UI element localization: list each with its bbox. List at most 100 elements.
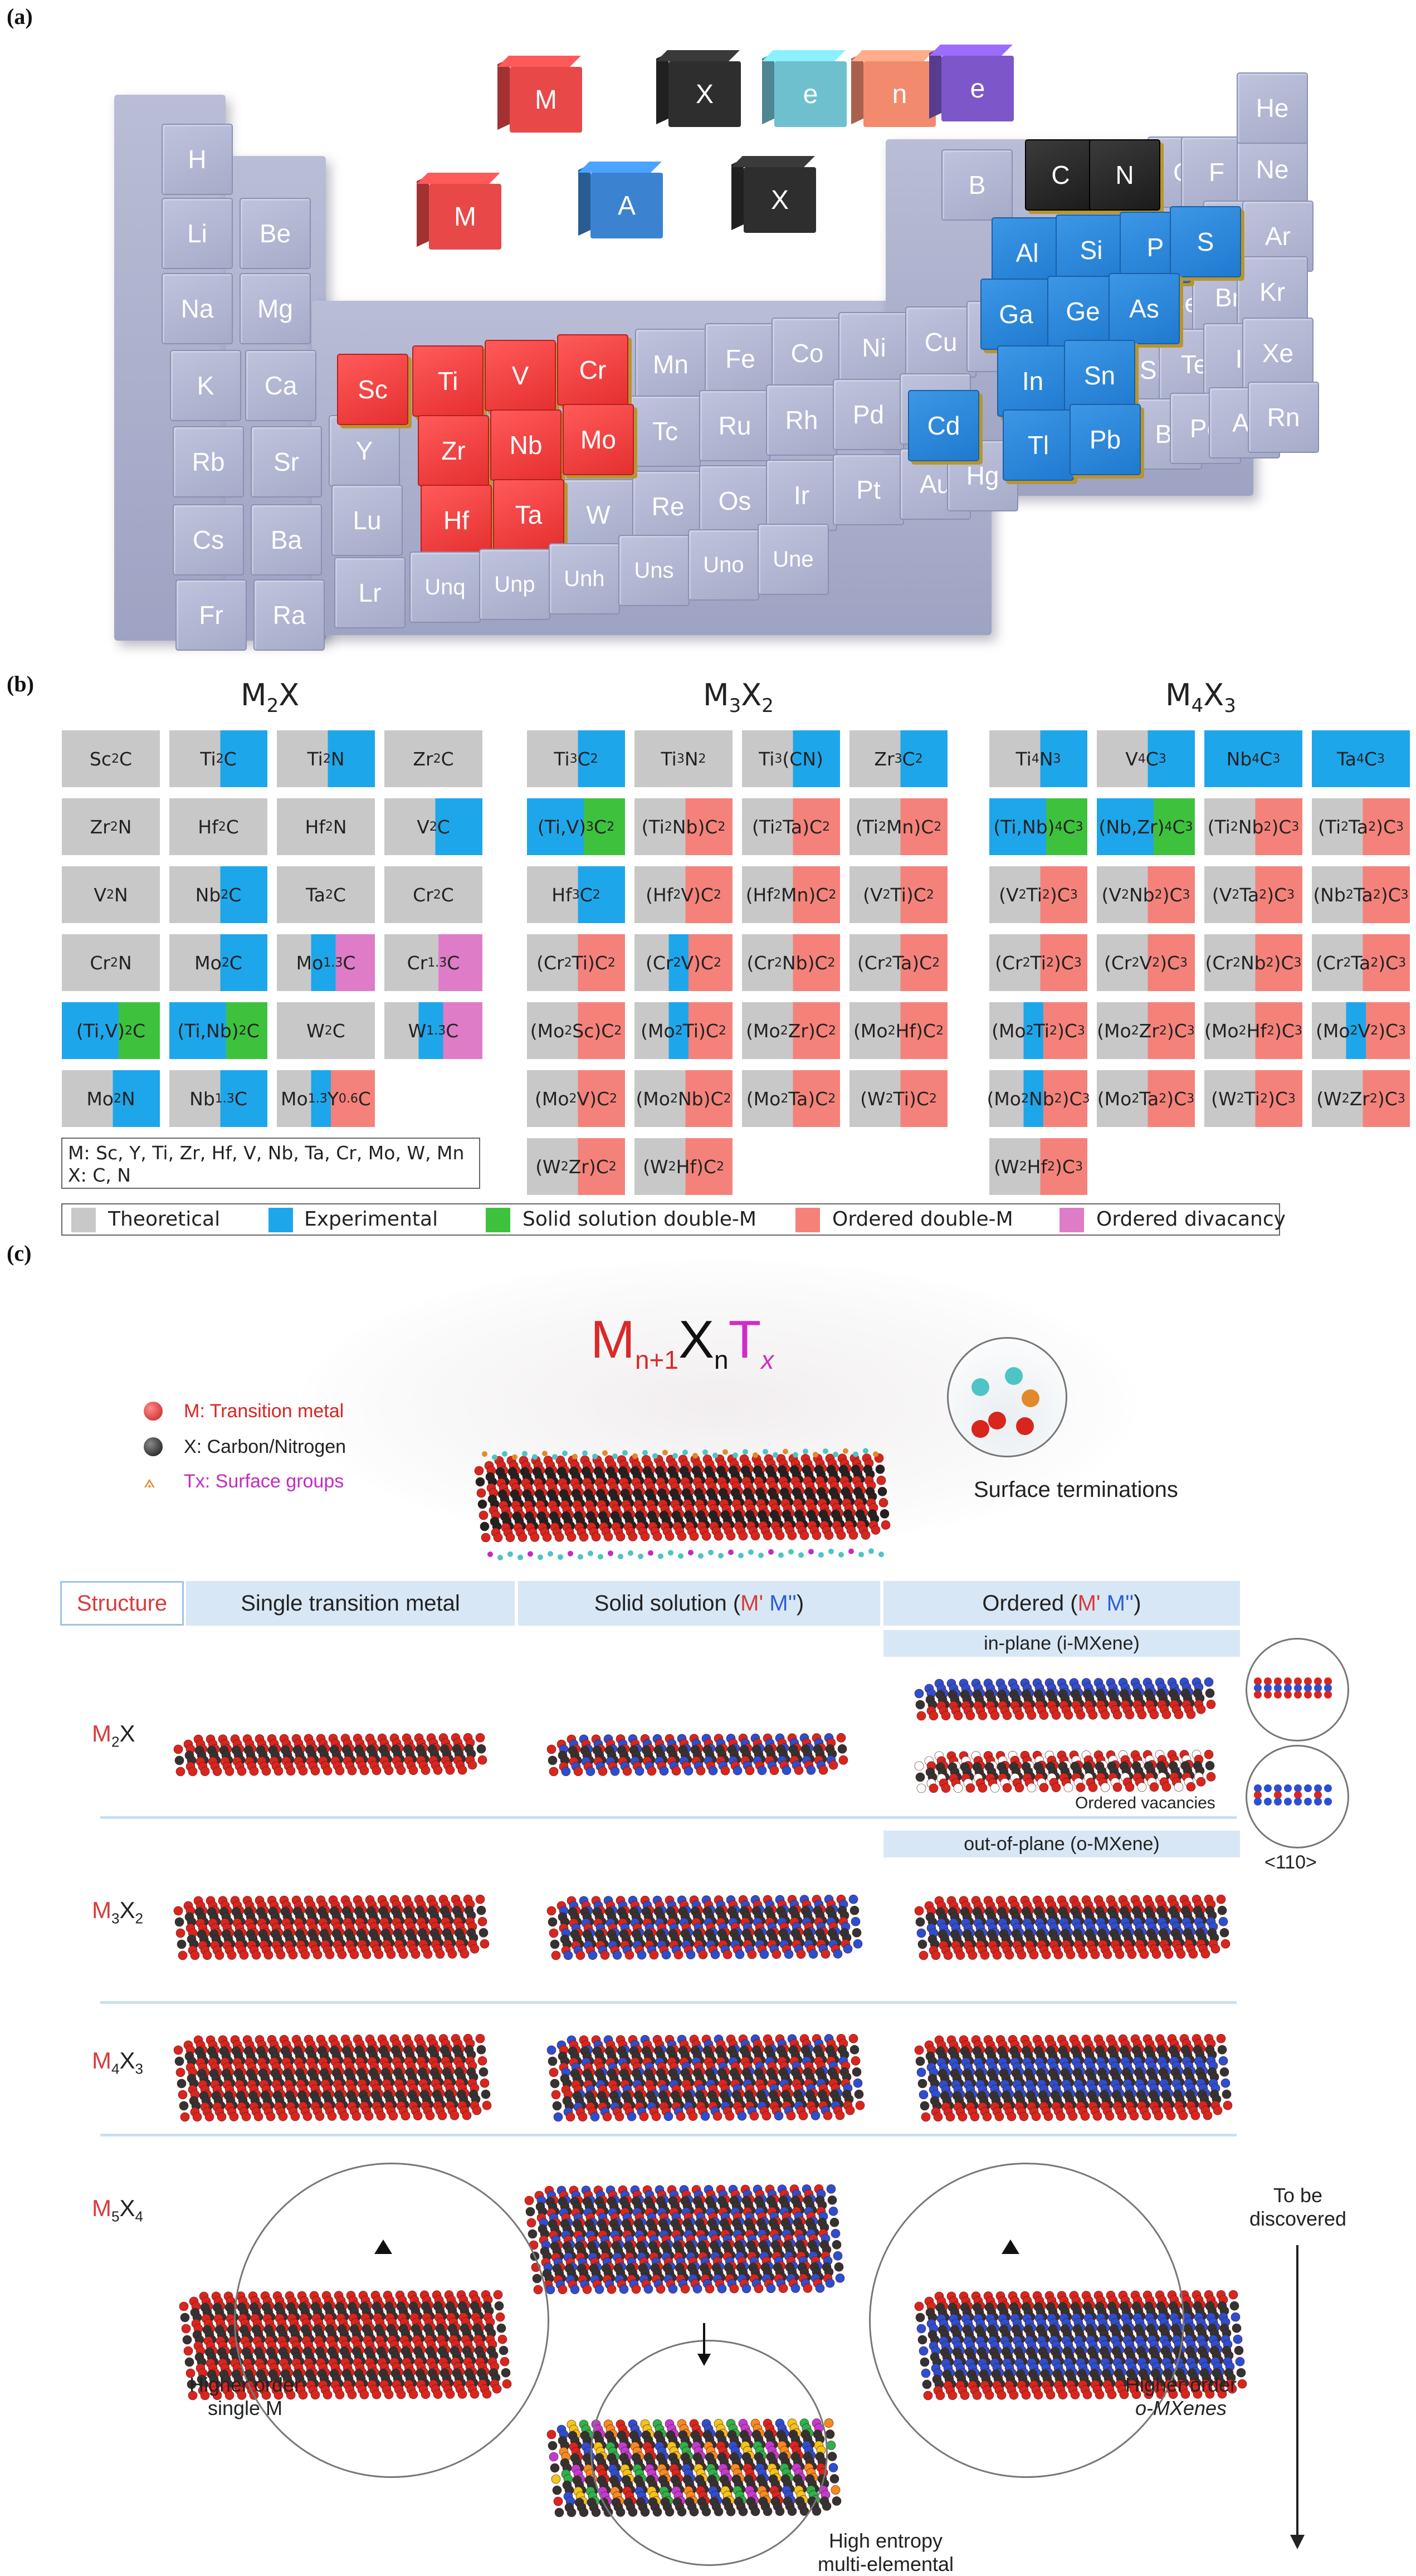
element-rn: Rn [1248, 382, 1319, 453]
inplane-zoom-atom [1264, 1691, 1272, 1699]
element-sr: Sr [251, 426, 322, 497]
higher-o-2: o-MXenes [1120, 2397, 1242, 2420]
element-ca: Ca [245, 350, 316, 421]
vacancy-zoom-atom [1304, 1798, 1312, 1806]
legend-experimental: Experimental [304, 1208, 438, 1231]
element-be: Be [240, 198, 311, 269]
panel-label-b: (b) [7, 671, 34, 697]
element-sc: Sc [337, 354, 408, 425]
slab-m2x-ordered-inplane [915, 1677, 1215, 1720]
element-rh: Rh [766, 384, 837, 456]
vacancy-zoom-atom [1254, 1798, 1262, 1806]
to-be-text: To be [1248, 2184, 1348, 2207]
element-cu: Cu [905, 306, 976, 378]
high-entropy-label: High entropy multi-elemental [802, 2529, 969, 2576]
inplane-zoom-atom [1284, 1684, 1292, 1692]
slab-m5x4-center [525, 2184, 844, 2294]
inplane-zoom-atom [1254, 1677, 1262, 1685]
element-h: H [162, 124, 233, 195]
vacancy-zoom-atom [1274, 1798, 1282, 1806]
element-c: C [1025, 139, 1096, 211]
vacancy-zoom-atom [1284, 1784, 1292, 1792]
element-nb: Nb [490, 409, 561, 481]
inplane-zoom-atom [1304, 1684, 1312, 1692]
inplane-zoom-atom [1294, 1684, 1302, 1692]
down-arrow-head [697, 2354, 711, 2366]
inplane-zoom-atom [1304, 1691, 1312, 1699]
element-une: Une [758, 524, 829, 595]
discovered-text: discovered [1248, 2207, 1348, 2231]
cube-x-7: X [744, 167, 816, 233]
slab-m3x2-solid [547, 1895, 862, 1960]
inplane-zoom-atom [1324, 1677, 1332, 1685]
element-xe: Xe [1242, 318, 1314, 389]
element-mg: Mg [240, 273, 311, 344]
cube-e-4: e [941, 56, 1014, 121]
higher-o-label: Higher order o-MXenes [1120, 2373, 1242, 2420]
legend-swatch-solid-solution [486, 1208, 510, 1232]
element-pb: Pb [1070, 404, 1141, 475]
vacancy-zoom-atom [1324, 1784, 1332, 1792]
element-b: B [941, 149, 1013, 221]
panel-c-structures: (c) Mn+1XnTx M: Transition metal X: Carb… [0, 1237, 1416, 2563]
inplane-zoom-atom [1264, 1677, 1272, 1685]
vacancy-zoom-atom [1314, 1798, 1322, 1806]
high-entropy-1: High entropy [802, 2529, 969, 2553]
element-ta: Ta [493, 479, 564, 550]
note-line-2: X: C, N [68, 1164, 131, 1186]
vacancy-zoom-atom [1314, 1784, 1322, 1792]
element-kr: Kr [1237, 256, 1308, 328]
element-lu: Lu [331, 485, 403, 556]
inplane-zoom-atom [1314, 1684, 1322, 1692]
legend-swatch-ordered-double [795, 1208, 820, 1232]
element-ti: Ti [412, 345, 484, 417]
vacancy-zoom-atom [1304, 1784, 1312, 1792]
inplane-zoom-atom [1294, 1691, 1302, 1699]
element-cd: Cd [908, 390, 979, 461]
cube-label: n [892, 79, 907, 110]
inplane-zoom-atom [1264, 1684, 1272, 1692]
cube-m-0: M [510, 67, 582, 133]
element-ra: Ra [253, 579, 325, 651]
direction-label: <110> [1264, 1852, 1317, 1874]
element-pd: Pd [833, 379, 904, 450]
element-pt: Pt [833, 454, 904, 525]
cube-label: A [618, 191, 636, 221]
cube-label: M [454, 202, 476, 232]
inplane-zoom-atom [1284, 1677, 1292, 1685]
